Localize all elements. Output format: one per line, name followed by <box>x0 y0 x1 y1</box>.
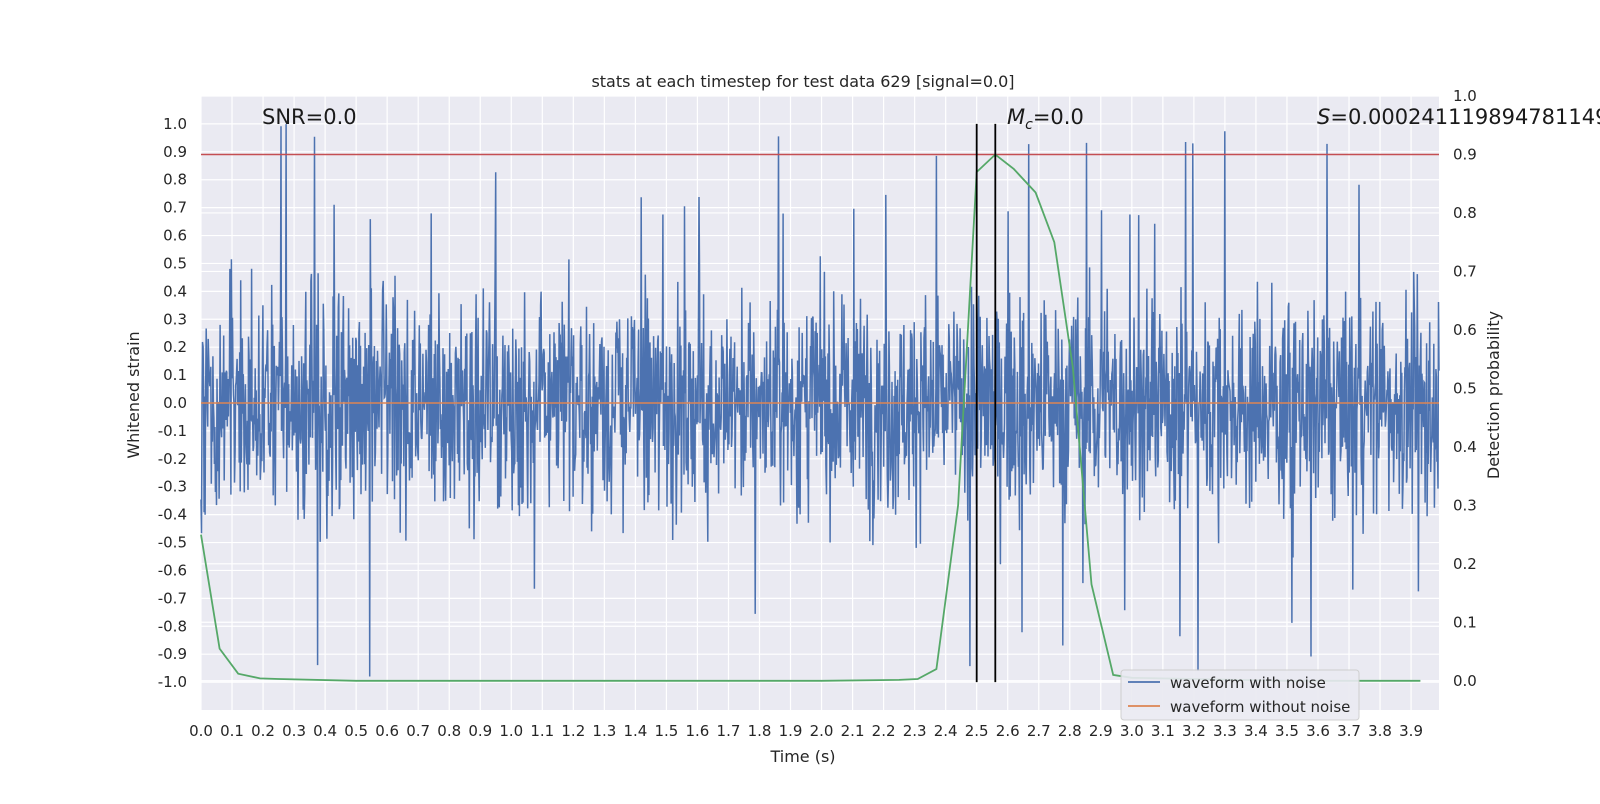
x-tick-label: 0.2 <box>251 722 275 740</box>
legend-label-clean: waveform without noise <box>1170 698 1350 716</box>
y-tick-label: 0.6 <box>163 227 187 245</box>
x-tick-label: 0.7 <box>406 722 430 740</box>
y-right-tick-label: 1.0 <box>1453 87 1477 105</box>
x-tick-label: 2.9 <box>1089 722 1113 740</box>
y-tick-label: 0.9 <box>163 143 187 161</box>
x-tick-label: 1.8 <box>748 722 772 740</box>
y-tick-label: 0.2 <box>163 338 187 356</box>
x-tick-label: 3.9 <box>1399 722 1423 740</box>
snr-annotation: SNR=0.0 <box>262 105 357 129</box>
x-tick-label: 2.4 <box>934 722 958 740</box>
s-annotation: S=0.00024111989478114988 <box>1317 105 1600 129</box>
y-tick-label: -1.0 <box>158 673 187 691</box>
y-tick-label: 0.0 <box>163 394 187 412</box>
x-tick-label: 1.5 <box>654 722 678 740</box>
y-right-tick-label: 0.1 <box>1453 613 1477 631</box>
y-tick-label: 0.7 <box>163 199 187 217</box>
y-right-tick-label: 0.4 <box>1453 438 1477 456</box>
x-tick-label: 0.8 <box>437 722 461 740</box>
y-tick-label: 0.8 <box>163 171 187 189</box>
x-tick-label: 0.9 <box>468 722 492 740</box>
x-tick-label: 1.7 <box>717 722 741 740</box>
x-tick-label: 2.5 <box>965 722 989 740</box>
mc-symbol: M <box>1007 105 1025 129</box>
x-tick-label: 1.2 <box>561 722 585 740</box>
x-tick-label: 2.2 <box>872 722 896 740</box>
x-tick-label: 1.4 <box>623 722 647 740</box>
x-tick-label: 3.8 <box>1368 722 1392 740</box>
y-tick-label: -0.3 <box>158 478 187 496</box>
x-tick-label: 0.0 <box>189 722 213 740</box>
x-tick-label: 1.3 <box>592 722 616 740</box>
legend-label-noisy: waveform with noise <box>1170 674 1326 692</box>
y-right-tick-label: 0.3 <box>1453 496 1477 514</box>
y-right-tick-label: 0.6 <box>1453 321 1477 339</box>
s-value: =0.00024111989478114988 <box>1330 105 1600 129</box>
x-tick-label: 1.0 <box>499 722 523 740</box>
y-tick-label: -0.2 <box>158 450 187 468</box>
s-symbol: S <box>1317 105 1330 129</box>
y-tick-label: -0.4 <box>158 506 187 524</box>
y-axis-right-label: Detection probability <box>1484 311 1503 479</box>
mc-value: =0.0 <box>1033 105 1084 129</box>
x-tick-label: 3.2 <box>1182 722 1206 740</box>
y-tick-label: -0.8 <box>158 617 187 635</box>
y-axis-label: Whitened strain <box>124 331 143 458</box>
y-tick-label: -0.6 <box>158 561 187 579</box>
y-tick-label: 0.1 <box>163 366 187 384</box>
y-right-tick-label: 0.8 <box>1453 204 1477 222</box>
y-tick-label: -0.1 <box>158 422 187 440</box>
x-tick-label: 0.1 <box>220 722 244 740</box>
x-tick-label: 2.3 <box>903 722 927 740</box>
y-right-tick-label: 0.7 <box>1453 262 1477 280</box>
x-tick-label: 2.0 <box>810 722 834 740</box>
y-right-tick-label: 0.9 <box>1453 145 1477 163</box>
x-tick-label: 0.5 <box>344 722 368 740</box>
x-tick-label: 2.1 <box>841 722 865 740</box>
y-tick-label: -0.9 <box>158 645 187 663</box>
x-tick-label: 0.6 <box>375 722 399 740</box>
y-right-tick-label: 0.5 <box>1453 379 1477 397</box>
y-tick-label: 0.4 <box>163 282 187 300</box>
chart-title: stats at each timestep for test data 629… <box>591 72 1014 91</box>
x-tick-label: 3.0 <box>1120 722 1144 740</box>
x-tick-label: 1.1 <box>530 722 554 740</box>
x-tick-label: 2.7 <box>1027 722 1051 740</box>
x-tick-label: 0.4 <box>313 722 337 740</box>
x-tick-label: 1.9 <box>779 722 803 740</box>
y-tick-label: 0.5 <box>163 254 187 272</box>
x-tick-label: 3.6 <box>1306 722 1330 740</box>
x-tick-label: 3.5 <box>1275 722 1299 740</box>
x-tick-label: 2.8 <box>1058 722 1082 740</box>
x-tick-label: 0.3 <box>282 722 306 740</box>
x-tick-label: 3.1 <box>1151 722 1175 740</box>
y-right-tick-label: 0.0 <box>1453 672 1477 690</box>
x-tick-label: 3.4 <box>1244 722 1268 740</box>
y-tick-label: 0.3 <box>163 310 187 328</box>
legend: waveform with noise waveform without nois… <box>1121 670 1359 720</box>
x-tick-label: 3.7 <box>1337 722 1361 740</box>
x-tick-label: 2.6 <box>996 722 1020 740</box>
x-tick-label: 3.3 <box>1213 722 1237 740</box>
y-tick-label: 1.0 <box>163 115 187 133</box>
x-axis-label: Time (s) <box>769 747 835 766</box>
y-tick-label: -0.5 <box>158 534 187 552</box>
chirp-mass-annotation: Mc=0.0 <box>1007 105 1084 133</box>
y-tick-label: -0.7 <box>158 589 187 607</box>
x-tick-label: 1.6 <box>686 722 710 740</box>
y-right-tick-label: 0.2 <box>1453 555 1477 573</box>
